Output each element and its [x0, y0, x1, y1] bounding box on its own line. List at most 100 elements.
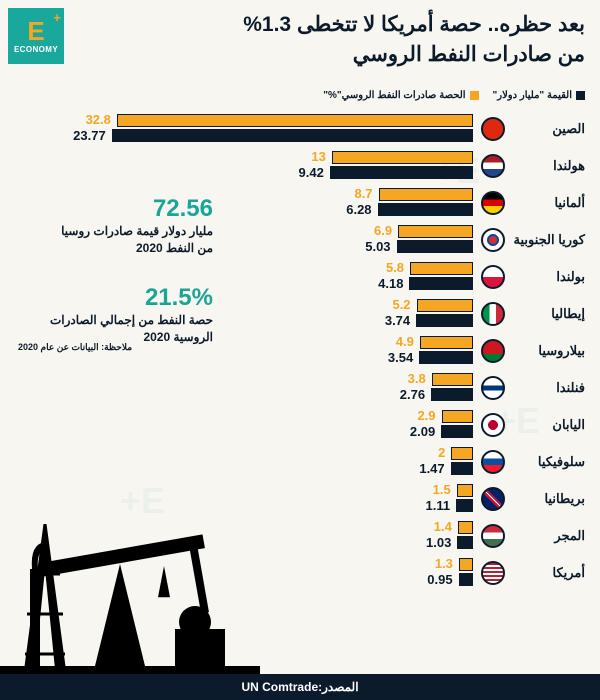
percent-bar — [117, 114, 473, 127]
flag-icon — [481, 450, 505, 474]
legend-percent: الحصة صادرات النفط الروسي"%" — [323, 90, 478, 101]
chart-row: فنلندا 3.82.76 — [15, 371, 585, 404]
value-bar — [459, 573, 473, 586]
legend-value-label: القيمة "مليار دولار" — [493, 90, 572, 101]
flag-icon — [481, 117, 505, 141]
chart-row: اليابان 2.92.09 — [15, 408, 585, 441]
value-bar — [431, 388, 473, 401]
percent-label: 4.9 — [396, 334, 414, 349]
value-label: 2.76 — [400, 387, 425, 402]
callout-2-number: 21.5% — [18, 284, 213, 312]
country-label: بريطانيا — [505, 491, 585, 507]
legend-percent-label: الحصة صادرات النفط الروسي"%" — [323, 90, 465, 101]
percent-bar — [420, 336, 473, 349]
percent-bar — [442, 410, 473, 423]
country-label: هولندا — [505, 158, 585, 174]
percent-label: 5.8 — [386, 260, 404, 275]
percent-label: 2 — [438, 445, 445, 460]
percent-label: 3.8 — [408, 371, 426, 386]
flag-icon — [481, 561, 505, 585]
value-bar — [397, 240, 473, 253]
flag-icon — [481, 413, 505, 437]
infographic-canvas: E+ E+ E+ E + ECONOMY بعد حظره.. حصة أمري… — [0, 0, 600, 700]
value-bar — [416, 314, 473, 327]
flag-icon — [481, 191, 505, 215]
value-label: 1.03 — [426, 535, 451, 550]
value-label: 23.77 — [73, 128, 106, 143]
chart-row: سلوفيكيا21.47 — [15, 445, 585, 478]
percent-label: 2.9 — [417, 408, 435, 423]
country-label: كوريا الجنوبية — [505, 232, 585, 248]
callout-1: 72.56 مليار دولار قيمة صادرات روسيا من ا… — [18, 195, 213, 258]
logo-word: ECONOMY — [14, 45, 58, 54]
legend-percent-swatch — [470, 91, 479, 100]
source-value: UN Comtrade — [241, 680, 318, 694]
chart-row: الصين 32.823.77 — [15, 112, 585, 145]
percent-bar — [432, 373, 473, 386]
country-label: الصين — [505, 121, 585, 137]
logo-letter: E — [27, 18, 44, 44]
callout-2: 21.5% حصة النفط من إجمالي الصادرات الروس… — [18, 284, 213, 347]
pumpjack-silhouette — [0, 494, 260, 674]
percent-bar — [457, 484, 473, 497]
flag-icon — [481, 487, 505, 511]
chart-row: هولندا 139.42 — [15, 149, 585, 182]
percent-bar — [379, 188, 473, 201]
title-line-2: من صادرات النفط الروسي — [75, 40, 585, 70]
percent-bar — [458, 521, 473, 534]
value-label: 3.74 — [385, 313, 410, 328]
legend: القيمة "مليار دولار" الحصة صادرات النفط … — [323, 90, 585, 101]
bars-container: 32.823.77 — [15, 112, 473, 145]
percent-label: 13 — [311, 149, 325, 164]
country-label: اليابان — [505, 417, 585, 433]
value-bar — [409, 277, 473, 290]
percent-label: 1.5 — [433, 482, 451, 497]
logo: E + ECONOMY — [8, 8, 64, 64]
value-label: 0.95 — [427, 572, 452, 587]
percent-label: 5.2 — [392, 297, 410, 312]
country-label: بولندا — [505, 269, 585, 285]
value-label: 4.18 — [378, 276, 403, 291]
title-line-1: بعد حظره.. حصة أمريكا لا تتخطى 1.3% — [75, 10, 585, 40]
flag-icon — [481, 339, 505, 363]
flag-icon — [481, 228, 505, 252]
percent-bar — [417, 299, 473, 312]
value-bar — [330, 166, 473, 179]
flag-icon — [481, 154, 505, 178]
value-label: 6.28 — [346, 202, 371, 217]
percent-bar — [459, 558, 473, 571]
value-label: 9.42 — [299, 165, 324, 180]
bars-container: 3.82.76 — [15, 371, 473, 404]
flag-icon — [481, 376, 505, 400]
percent-label: 8.7 — [354, 186, 372, 201]
logo-plus: + — [53, 10, 61, 25]
value-label: 2.09 — [410, 424, 435, 439]
country-label: فنلندا — [505, 380, 585, 396]
value-label: 1.11 — [426, 498, 451, 513]
percent-bar — [410, 262, 473, 275]
bars-container: 139.42 — [15, 149, 473, 182]
percent-bar — [451, 447, 473, 460]
flag-icon — [481, 265, 505, 289]
value-bar — [112, 129, 473, 142]
value-bar — [419, 351, 473, 364]
title: بعد حظره.. حصة أمريكا لا تتخطى 1.3% من ص… — [75, 10, 585, 71]
value-bar — [378, 203, 473, 216]
callout-1-number: 72.56 — [18, 195, 213, 223]
flag-icon — [481, 524, 505, 548]
source-label: المصدر: — [318, 680, 358, 694]
value-bar — [456, 499, 473, 512]
percent-bar — [332, 151, 473, 164]
percent-bar — [398, 225, 473, 238]
percent-label: 32.8 — [86, 112, 111, 127]
bars-container: 21.47 — [15, 445, 473, 478]
legend-value-swatch — [576, 91, 585, 100]
flag-icon — [481, 302, 505, 326]
value-label: 3.54 — [388, 350, 413, 365]
value-label: 5.03 — [365, 239, 390, 254]
value-label: 1.47 — [419, 461, 444, 476]
country-label: المجر — [505, 528, 585, 544]
value-bar — [441, 425, 473, 438]
country-label: بيلاروسيا — [505, 343, 585, 359]
country-label: إيطاليا — [505, 306, 585, 322]
